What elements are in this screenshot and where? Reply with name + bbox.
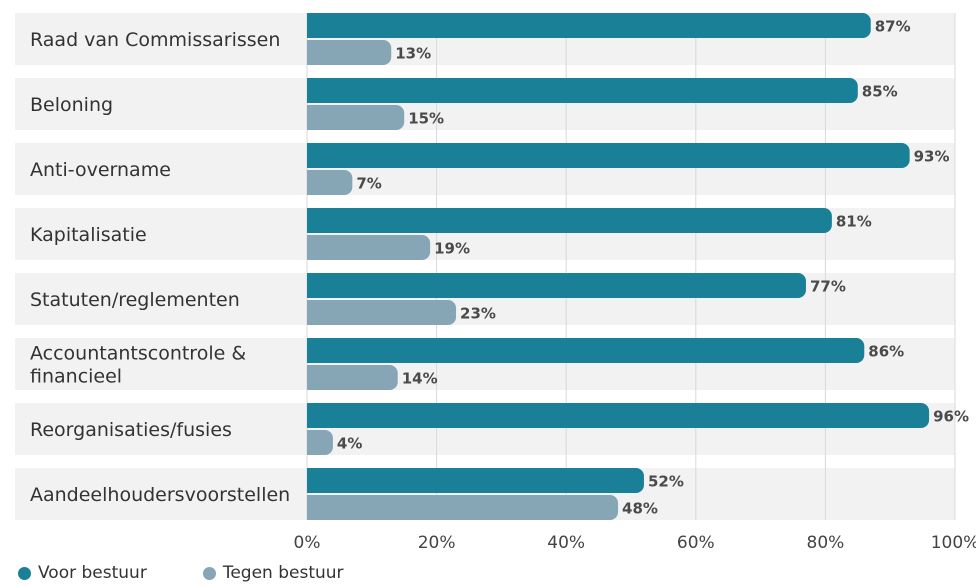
x-tick-label-2: 40% (547, 533, 585, 553)
bar-tegen-bestuur-statuten-reglementen (307, 300, 457, 325)
x-tick-label-4: 80% (807, 533, 845, 553)
bar-tegen-bestuur-accountantscontrole-financieel (307, 365, 398, 390)
value-label-voor-bestuur-accountantscontrole-financieel: 86% (868, 343, 904, 361)
bar-voor-bestuur-aandeelhoudersvoorstellen (307, 468, 644, 493)
value-label-voor-bestuur-aandeelhoudersvoorstellen: 52% (648, 473, 684, 491)
x-tick-label-1: 20% (418, 533, 456, 553)
bar-tegen-bestuur-aandeelhoudersvoorstellen (307, 495, 619, 520)
legend-label-tegen: Tegen bestuur (222, 563, 344, 583)
value-label-voor-bestuur-kapitalisatie: 81% (836, 213, 872, 231)
value-label-voor-bestuur-statuten-reglementen: 77% (810, 278, 846, 296)
bar-tegen-bestuur-beloning (307, 105, 405, 130)
category-label-kapitalisatie: Kapitalisatie (30, 224, 147, 246)
value-label-tegen-bestuur-reorganisaties-fusies: 4% (337, 435, 362, 453)
value-label-voor-bestuur-beloning: 85% (862, 83, 898, 101)
category-label-accountantscontrole-financieel: Accountantscontrole & financieel (30, 343, 246, 388)
value-label-voor-bestuur-reorganisaties-fusies: 96% (933, 408, 969, 426)
bar-voor-bestuur-anti-overname (307, 143, 910, 168)
bar-tegen-bestuur-raad-van-commissarissen (307, 40, 392, 65)
bar-voor-bestuur-beloning (307, 78, 858, 103)
bar-voor-bestuur-raad-van-commissarissen (307, 13, 871, 38)
category-label-reorganisaties-fusies: Reorganisaties/fusies (30, 419, 232, 441)
x-tick-label-5: 100% (931, 533, 976, 553)
legend: Voor bestuur Tegen bestuur (18, 563, 344, 583)
bar-voor-bestuur-statuten-reglementen (307, 273, 806, 298)
legend-dot-tegen (202, 566, 216, 580)
bars: 87% 13% 85% 15% 93% 7% 81% 19% 77% 23% 86% 14% 96% 4%… (307, 13, 969, 520)
value-label-tegen-bestuur-statuten-reglementen: 23% (460, 305, 496, 323)
value-label-tegen-bestuur-kapitalisatie: 19% (434, 240, 470, 258)
bar-voor-bestuur-kapitalisatie (307, 208, 832, 233)
legend-item-voor: Voor bestuur (18, 563, 147, 583)
value-label-tegen-bestuur-aandeelhoudersvoorstellen: 48% (622, 500, 658, 518)
category-label-anti-overname: Anti-overname (30, 159, 171, 181)
bar-voor-bestuur-accountantscontrole-financieel (307, 338, 865, 363)
value-label-voor-bestuur-anti-overname: 93% (914, 148, 950, 166)
value-label-tegen-bestuur-raad-van-commissarissen: 13% (395, 45, 431, 63)
value-label-voor-bestuur-raad-van-commissarissen: 87% (875, 18, 911, 36)
bar-tegen-bestuur-reorganisaties-fusies (307, 430, 333, 455)
legend-dot-voor (18, 566, 31, 580)
category-label-statuten-reglementen: Statuten/reglementen (30, 289, 240, 311)
x-tick-label-3: 60% (677, 533, 715, 553)
bar-tegen-bestuur-kapitalisatie (307, 235, 431, 260)
bar-tegen-bestuur-anti-overname (307, 170, 353, 195)
x-axis-ticks: 0% 20% 40% 60% 80% 100% (294, 533, 976, 553)
bar-voor-bestuur-reorganisaties-fusies (307, 403, 930, 428)
legend-label-voor: Voor bestuur (38, 563, 147, 583)
category-label-raad-van-commissarissen: Raad van Commissarissen (30, 29, 280, 51)
x-tick-label-0: 0% (294, 533, 321, 553)
value-label-tegen-bestuur-accountantscontrole-financieel: 14% (402, 370, 438, 388)
category-label-aandeelhoudersvoorstellen: Aandeelhoudersvoorstellen (30, 484, 290, 506)
legend-item-tegen: Tegen bestuur (202, 563, 344, 583)
value-label-tegen-bestuur-beloning: 15% (408, 110, 444, 128)
category-label-beloning: Beloning (30, 94, 113, 116)
value-label-tegen-bestuur-anti-overname: 7% (356, 175, 381, 193)
